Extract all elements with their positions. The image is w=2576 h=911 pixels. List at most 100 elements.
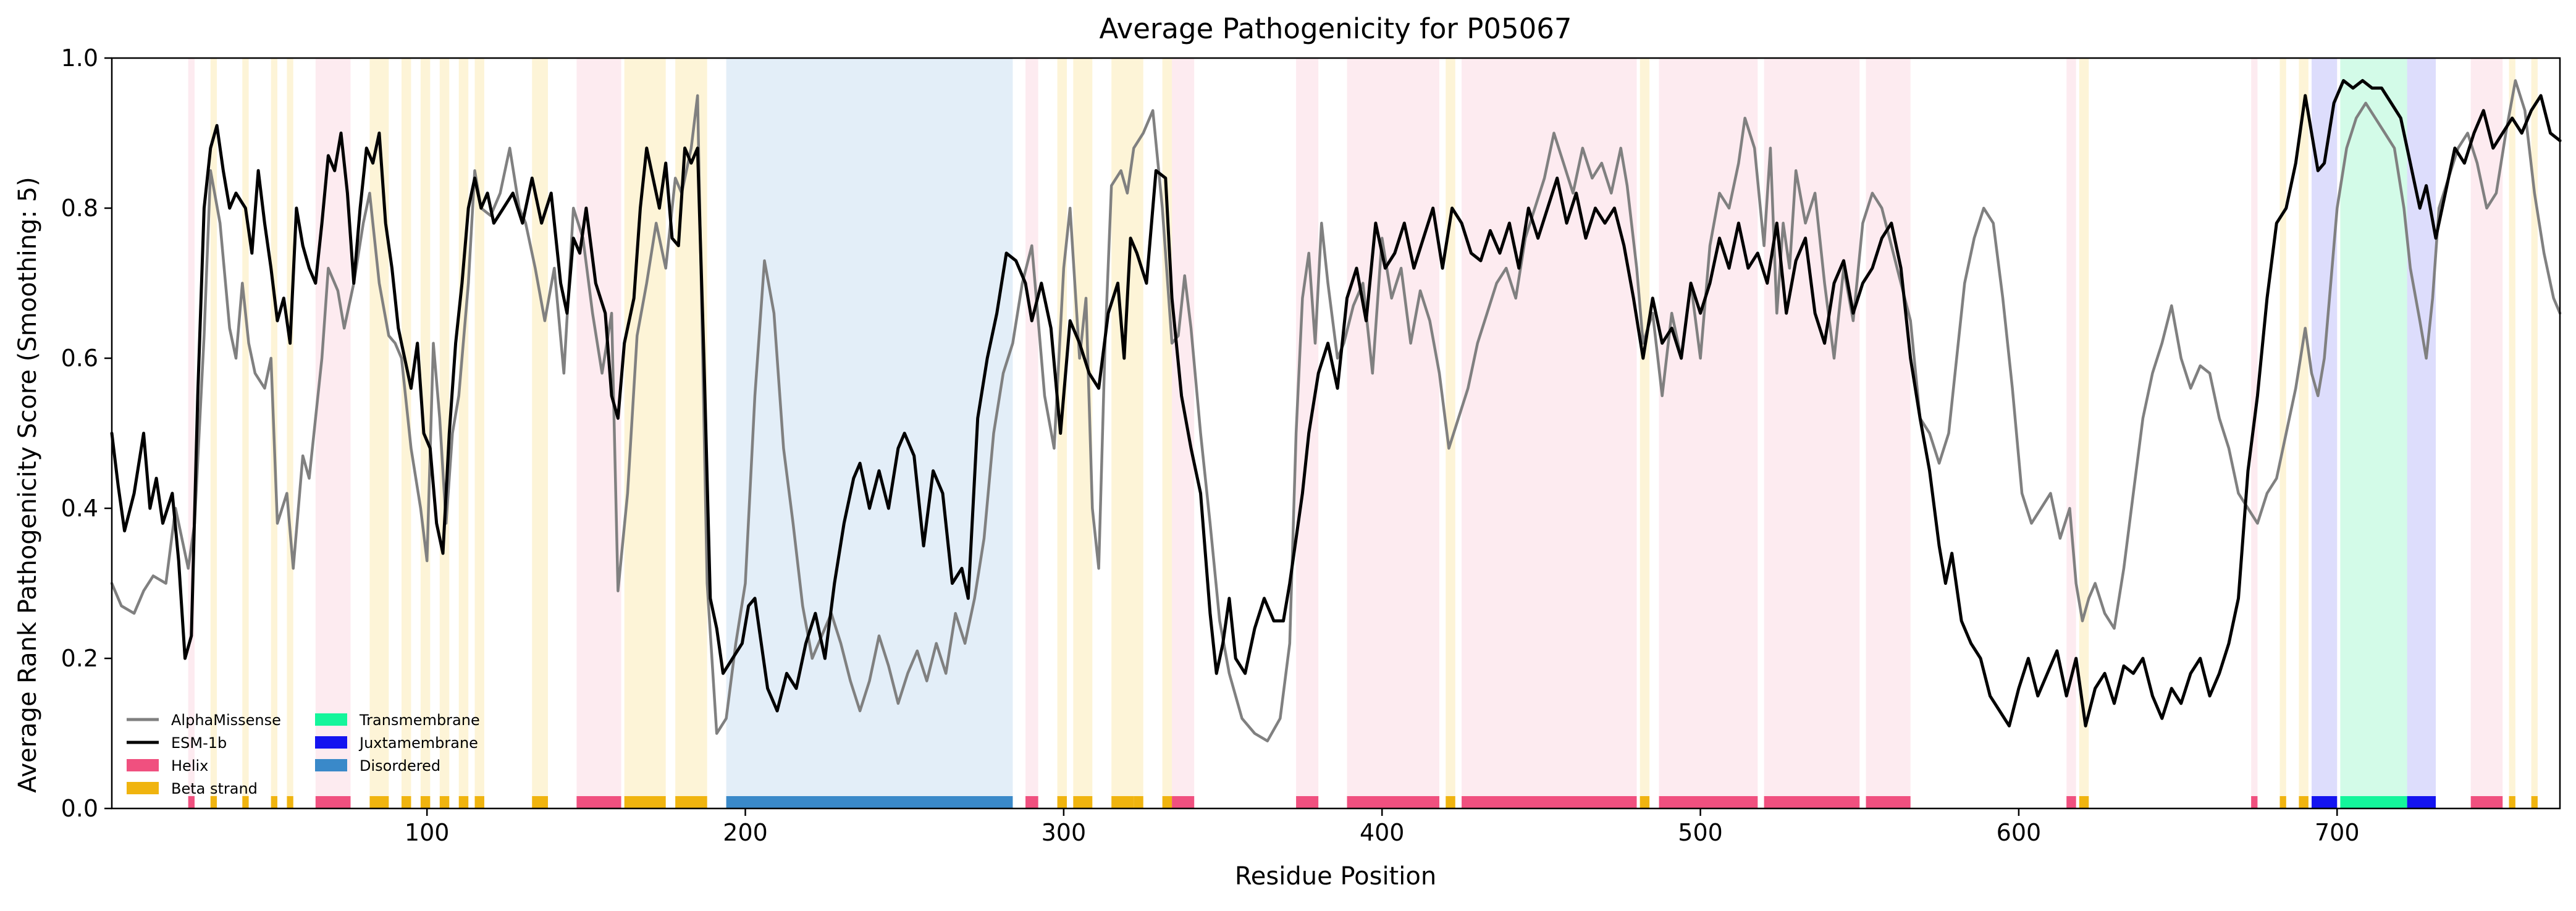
region-shade-beta-strand [458, 58, 469, 808]
region-bar-helix [1347, 796, 1439, 808]
region-shade-beta-strand [369, 58, 389, 808]
region-shade-helix [1296, 58, 1319, 808]
x-tick-label: 200 [723, 819, 768, 846]
region-bar-beta-strand [1446, 796, 1455, 808]
region-shade-helix [315, 58, 351, 808]
region-bar-helix [576, 796, 621, 808]
region-shade-transmembrane [2340, 58, 2407, 808]
x-tick-label: 600 [1997, 819, 2042, 846]
region-bar-helix [1172, 796, 1195, 808]
y-axis: 0.0 0.2 0.4 0.6 0.8 1.0 [61, 44, 112, 822]
x-tick-label: 700 [2315, 819, 2360, 846]
region-shade-beta-strand [401, 58, 411, 808]
region-shade-helix [1347, 58, 1439, 808]
region-bar-helix [188, 796, 195, 808]
region-bar-juxtamembrane [2312, 796, 2338, 808]
region-bar-beta-strand [1162, 796, 1172, 808]
y-tick-label: 1.0 [61, 44, 98, 72]
y-tick-label: 0.2 [61, 645, 98, 672]
series-line-esm-1b [110, 79, 2562, 728]
legend-label-transmembrane: Transmembrane [359, 712, 480, 729]
y-tick-label: 0.4 [61, 495, 98, 522]
region-shade-beta-strand [1134, 58, 1143, 808]
legend-label-disordered: Disordered [360, 757, 440, 775]
region-bar-helix [1462, 796, 1637, 808]
x-axis: 100 200 300 400 500 600 700 [405, 808, 2360, 846]
region-shade-beta-strand [2509, 58, 2515, 808]
region-bar-transmembrane [2340, 796, 2407, 808]
region-shade-helix [2251, 58, 2258, 808]
region-shade-beta-strand [675, 58, 707, 808]
region-bar-beta-strand [401, 796, 411, 808]
region-shade-beta-strand [532, 58, 549, 808]
region-bars [188, 796, 2538, 808]
series-line-alphamissense [110, 79, 2562, 742]
region-bar-helix [1764, 796, 1860, 808]
region-shade-beta-strand [1057, 58, 1067, 808]
region-shade-helix [188, 58, 195, 808]
region-shade-helix [1659, 58, 1758, 808]
region-bar-beta-strand [458, 796, 469, 808]
legend: AlphaMissense ESM-1b Helix Beta strand Trans… [127, 712, 480, 797]
region-shade-juxtamembrane [2407, 58, 2436, 808]
region-bar-beta-strand [2079, 796, 2089, 808]
region-shade-helix [2470, 58, 2503, 808]
x-tick-label: 100 [405, 819, 450, 846]
region-bar-helix [315, 796, 351, 808]
region-bar-beta-strand [242, 796, 249, 808]
region-bar-disordered [726, 796, 1013, 808]
legend-label-alphamissense: AlphaMissense [171, 712, 281, 729]
region-bar-beta-strand [2299, 796, 2309, 808]
region-bar-beta-strand [1057, 796, 1067, 808]
region-bar-helix [2251, 796, 2258, 808]
region-shade-helix [2066, 58, 2076, 808]
region-shade-beta-strand [1162, 58, 1172, 808]
region-shade-beta-strand [1639, 58, 1650, 808]
region-bar-beta-strand [624, 796, 666, 808]
series-lines [110, 79, 2562, 742]
region-bar-beta-strand [2279, 796, 2286, 808]
region-shade-beta-strand [2299, 58, 2309, 808]
region-bar-beta-strand [439, 796, 450, 808]
region-bar-helix [1025, 796, 1038, 808]
region-bar-beta-strand [369, 796, 389, 808]
region-bar-beta-strand [675, 796, 707, 808]
region-shade-beta-strand [2531, 58, 2538, 808]
x-tick-label: 400 [1360, 819, 1405, 846]
x-axis-label: Residue Position [1235, 862, 1436, 891]
region-bar-beta-strand [474, 796, 484, 808]
region-bar-beta-strand [1639, 796, 1650, 808]
plot-frame [111, 57, 2561, 810]
region-bar-beta-strand [210, 796, 217, 808]
legend-label-esm-1b: ESM-1b [171, 734, 227, 752]
y-tick-label: 0.0 [61, 795, 98, 822]
legend-label-juxtamembrane: Juxtamembrane [358, 734, 478, 752]
region-shade-beta-strand [1446, 58, 1455, 808]
x-tick-label: 500 [1678, 819, 1723, 846]
region-bar-beta-strand [287, 796, 293, 808]
legend-swatch-helix [127, 759, 159, 771]
region-bar-beta-strand [1073, 796, 1093, 808]
region-shade-helix [1764, 58, 1860, 808]
region-bar-juxtamembrane [2407, 796, 2436, 808]
region-bar-beta-strand [420, 796, 431, 808]
legend-swatch-beta-strand [127, 782, 159, 794]
x-tick-label: 300 [1042, 819, 1087, 846]
region-bar-beta-strand [1111, 796, 1134, 808]
region-shade-helix [1025, 58, 1038, 808]
legend-label-beta-strand: Beta strand [171, 780, 258, 797]
region-shade-beta-strand [242, 58, 249, 808]
region-shade-beta-strand [287, 58, 293, 808]
legend-swatch-juxtamembrane [315, 736, 347, 749]
region-shade-helix [1172, 58, 1195, 808]
y-tick-label: 0.6 [61, 345, 98, 372]
region-bar-beta-strand [2531, 796, 2538, 808]
region-backgrounds [188, 58, 2538, 808]
region-shade-beta-strand [2279, 58, 2286, 808]
region-bar-helix [2066, 796, 2076, 808]
region-bar-helix [2470, 796, 2503, 808]
region-bar-beta-strand [2509, 796, 2515, 808]
region-bar-helix [1659, 796, 1758, 808]
region-shade-helix [1462, 58, 1637, 808]
